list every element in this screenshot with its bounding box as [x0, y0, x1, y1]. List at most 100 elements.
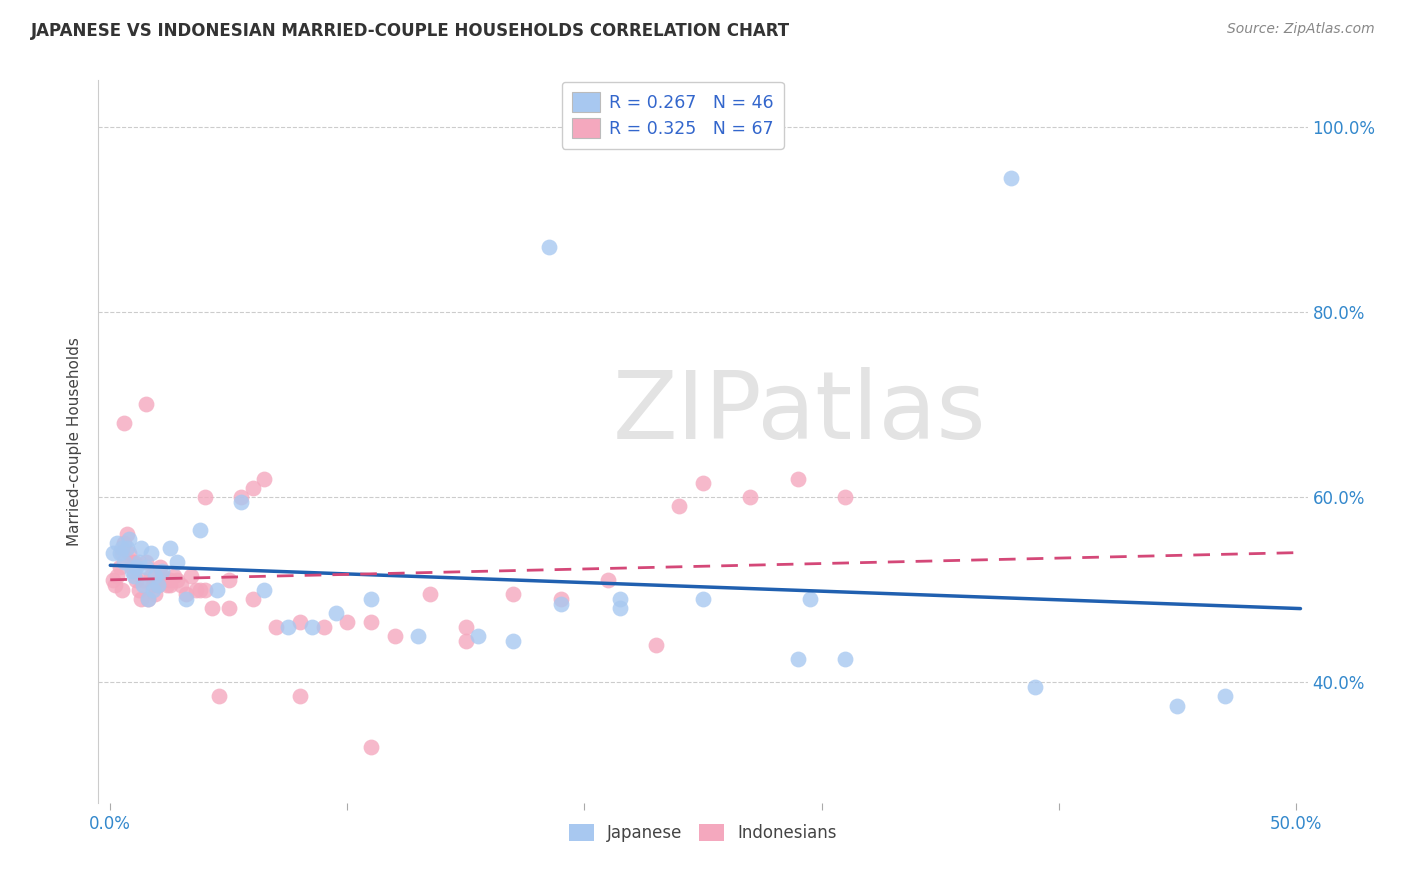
Point — [1000, 170, 1022, 185]
Point — [153, 574, 176, 588]
Point — [122, 569, 145, 583]
Point — [166, 574, 188, 588]
Point — [184, 582, 207, 597]
Point — [108, 546, 131, 560]
Point — [502, 633, 524, 648]
Point — [135, 555, 157, 569]
Legend: Japanese, Indonesians: Japanese, Indonesians — [562, 817, 844, 848]
Point — [125, 574, 148, 588]
Point — [174, 587, 197, 601]
Point — [301, 620, 323, 634]
Point — [115, 541, 138, 555]
Text: JAPANESE VS INDONESIAN MARRIED-COUPLE HOUSEHOLDS CORRELATION CHART: JAPANESE VS INDONESIAN MARRIED-COUPLE HO… — [31, 22, 790, 40]
Point — [288, 690, 311, 704]
Point — [104, 578, 127, 592]
Point — [114, 416, 136, 430]
Point — [467, 629, 489, 643]
Point — [118, 546, 141, 560]
Point — [834, 490, 856, 504]
Point — [834, 652, 856, 666]
Point — [644, 638, 666, 652]
Point — [1166, 698, 1188, 713]
Point — [143, 587, 166, 601]
Point — [115, 527, 138, 541]
Point — [692, 476, 714, 491]
Point — [598, 574, 620, 588]
Point — [360, 615, 382, 630]
Text: Source: ZipAtlas.com: Source: ZipAtlas.com — [1227, 22, 1375, 37]
Point — [384, 629, 406, 643]
Point — [142, 578, 165, 592]
Point — [146, 578, 169, 592]
Point — [208, 690, 231, 704]
Point — [105, 569, 128, 583]
Point — [325, 606, 347, 620]
Point — [194, 490, 217, 504]
Point — [152, 569, 174, 583]
Point — [454, 620, 477, 634]
Point — [129, 541, 152, 555]
Point — [122, 564, 145, 578]
Point — [190, 523, 212, 537]
Point — [139, 569, 162, 583]
Point — [799, 592, 821, 607]
Point — [143, 569, 166, 583]
Point — [159, 578, 181, 592]
Point — [159, 574, 181, 588]
Point — [180, 569, 202, 583]
Point — [740, 490, 762, 504]
Point — [264, 620, 287, 634]
Point — [360, 592, 382, 607]
Point — [142, 582, 165, 597]
Point — [312, 620, 335, 634]
Point — [609, 592, 631, 607]
Point — [550, 597, 572, 611]
Point — [360, 740, 382, 755]
Point — [550, 592, 572, 607]
Y-axis label: Married-couple Households: Married-couple Households — [67, 337, 83, 546]
Point — [170, 578, 193, 592]
Point — [1213, 690, 1236, 704]
Point — [454, 633, 477, 648]
Point — [190, 582, 212, 597]
Point — [111, 582, 134, 597]
Point — [253, 472, 276, 486]
Point — [105, 536, 128, 550]
Point — [128, 582, 150, 597]
Point — [111, 541, 134, 555]
Point — [136, 592, 159, 607]
Point — [111, 546, 134, 560]
Point — [108, 559, 131, 574]
Point — [114, 536, 136, 550]
Point — [156, 578, 179, 592]
Point — [146, 578, 169, 592]
Point — [139, 546, 162, 560]
Point — [135, 397, 157, 411]
Point — [101, 546, 124, 560]
Point — [609, 601, 631, 615]
Point — [242, 592, 264, 607]
Point — [786, 472, 808, 486]
Point — [129, 592, 152, 607]
Point — [149, 559, 172, 574]
Point — [101, 574, 124, 588]
Point — [128, 555, 150, 569]
Point — [419, 587, 441, 601]
Point — [205, 582, 228, 597]
Point — [668, 500, 690, 514]
Point — [786, 652, 808, 666]
Point — [408, 629, 430, 643]
Point — [218, 574, 240, 588]
Point — [136, 592, 159, 607]
Point — [125, 559, 148, 574]
Point — [118, 532, 141, 546]
Point — [122, 555, 145, 569]
Point — [1024, 680, 1046, 694]
Point — [242, 481, 264, 495]
Point — [229, 494, 252, 508]
Point — [159, 541, 181, 555]
Point — [132, 574, 155, 588]
Point — [132, 578, 155, 592]
Point — [194, 582, 217, 597]
Text: ZIPatlas: ZIPatlas — [613, 367, 987, 458]
